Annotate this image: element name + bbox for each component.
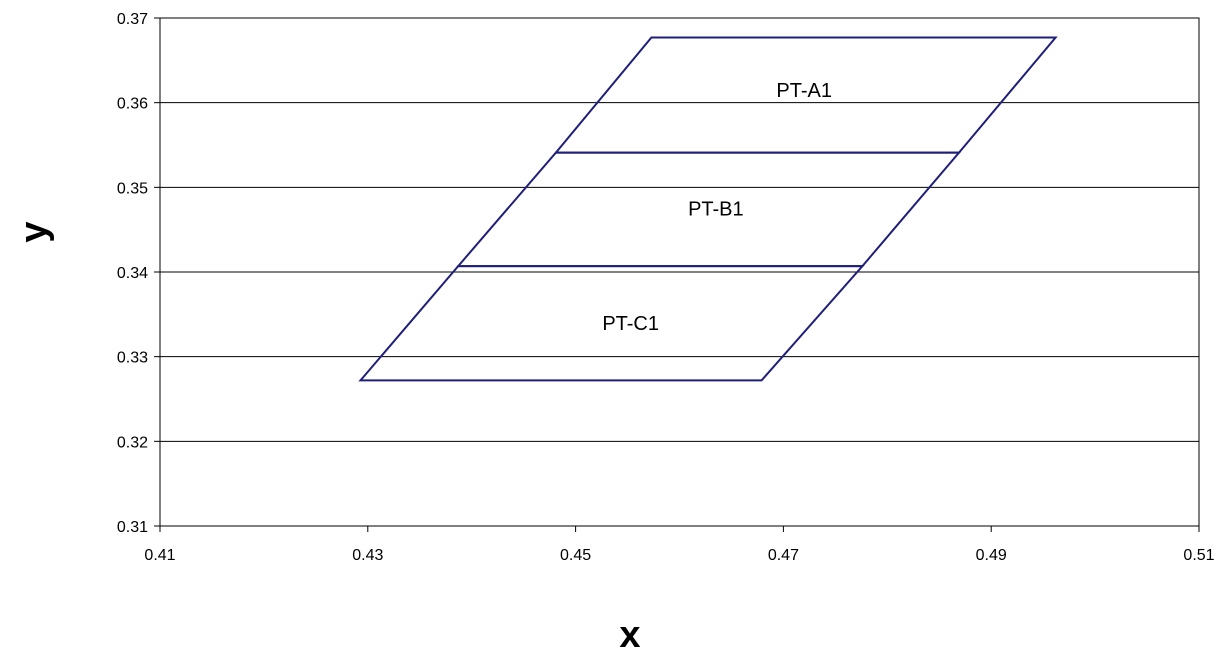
y-axis: 0.31 0.32 0.33 0.34 0.35 0.36 0.37: [117, 11, 160, 536]
region-label: PT-B1: [688, 199, 744, 221]
region-label: PT-C1: [602, 313, 659, 335]
y-tick-label: 0.36: [117, 96, 148, 113]
x-tick-label: 0.45: [560, 547, 591, 564]
region-label: PT-A1: [776, 80, 832, 102]
x-tick-label: 0.49: [976, 547, 1007, 564]
region-labels: PT-A1 PT-B1 PT-C1: [602, 80, 832, 335]
gridlines: [160, 17, 1199, 527]
y-tick-label: 0.33: [117, 350, 148, 367]
region-pt-c1: [358, 265, 865, 382]
x-axis-title: x: [619, 614, 640, 656]
y-tick-label: 0.31: [117, 519, 148, 536]
y-tick-label: 0.35: [117, 180, 148, 197]
x-tick-label: 0.41: [144, 547, 175, 564]
y-tick-label: 0.37: [117, 11, 148, 28]
y-tick-label: 0.34: [117, 265, 148, 282]
x-tick-label: 0.51: [1183, 547, 1214, 564]
y-tick-label: 0.32: [117, 434, 148, 451]
y-axis-title: y: [13, 221, 55, 242]
x-tick-label: 0.43: [352, 547, 383, 564]
x-tick-label: 0.47: [768, 547, 799, 564]
regions: [358, 36, 1058, 382]
x-axis: 0.41 0.43 0.45 0.47 0.49 0.51: [144, 526, 1215, 564]
